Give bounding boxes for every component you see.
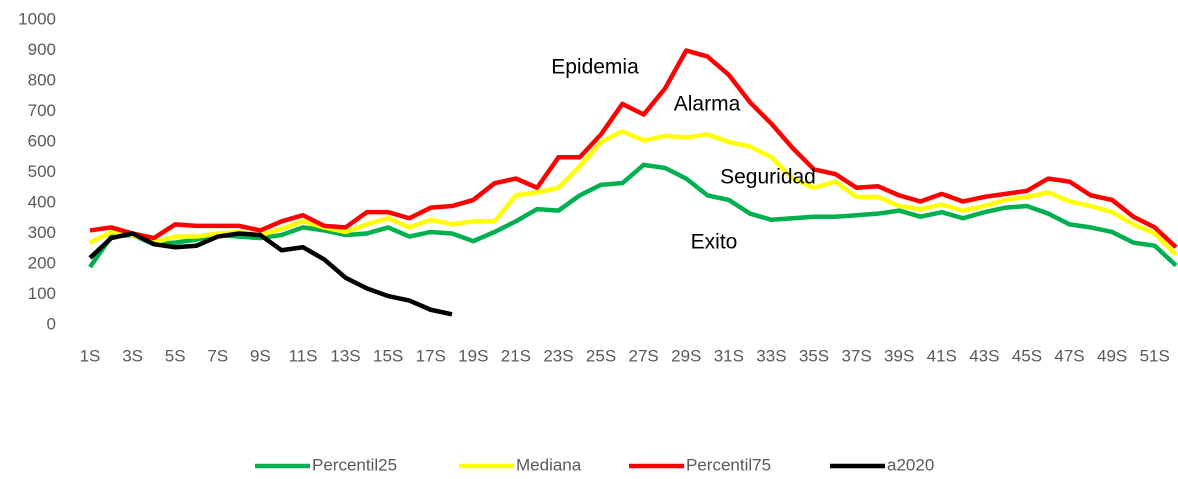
x-tick-label: 35S	[799, 346, 829, 365]
y-tick-label: 400	[28, 192, 56, 211]
x-tick-label: 7S	[207, 346, 228, 365]
x-tick-label: 41S	[927, 346, 957, 365]
x-tick-label: 13S	[330, 346, 360, 365]
x-tick-label: 43S	[969, 346, 999, 365]
y-tick-label: 800	[28, 70, 56, 89]
x-tick-label: 23S	[543, 346, 573, 365]
x-tick-label: 27S	[629, 346, 659, 365]
series-line	[89, 48, 1178, 249]
x-tick-label: 9S	[250, 346, 271, 365]
annotation: Epidemia	[551, 56, 639, 79]
x-tick-label: 37S	[841, 346, 871, 365]
y-tick-label: 900	[28, 40, 56, 59]
annotation: Exito	[691, 231, 738, 254]
x-tick-label: 1S	[80, 346, 101, 365]
y-tick-label: 300	[28, 223, 56, 242]
legend-label: Mediana	[516, 455, 582, 474]
x-tick-label: 17S	[416, 346, 446, 365]
legend-label: Percentil25	[312, 455, 397, 474]
x-tick-label: 39S	[884, 346, 914, 365]
x-tick-label: 31S	[714, 346, 744, 365]
annotation: Seguridad	[720, 166, 816, 189]
x-tick-label: 49S	[1097, 346, 1127, 365]
y-tick-label: 500	[28, 162, 56, 181]
y-tick-label: 0	[47, 314, 56, 333]
x-tick-label: 45S	[1012, 346, 1042, 365]
x-tick-label: 29S	[671, 346, 701, 365]
x-tick-label: 15S	[373, 346, 403, 365]
y-tick-label: 100	[28, 284, 56, 303]
y-tick-label: 1000	[18, 9, 56, 28]
y-tick-label: 700	[28, 101, 56, 120]
x-tick-label: 25S	[586, 346, 616, 365]
legend-label: a2020	[887, 455, 934, 474]
x-tick-label: 47S	[1054, 346, 1084, 365]
x-tick-label: 33S	[756, 346, 786, 365]
series-line	[88, 162, 1178, 269]
annotation: Alarma	[674, 93, 741, 116]
x-tick-label: 19S	[458, 346, 488, 365]
x-tick-label: 5S	[165, 346, 186, 365]
y-tick-label: 200	[28, 253, 56, 272]
series-line	[88, 231, 453, 317]
series-line	[88, 129, 1178, 257]
x-tick-label: 51S	[1140, 346, 1170, 365]
x-tick-label: 11S	[288, 346, 317, 365]
y-tick-label: 600	[28, 131, 56, 150]
x-tick-label: 3S	[122, 346, 143, 365]
x-tick-label: 21S	[501, 346, 531, 365]
legend-label: Percentil75	[686, 455, 771, 474]
